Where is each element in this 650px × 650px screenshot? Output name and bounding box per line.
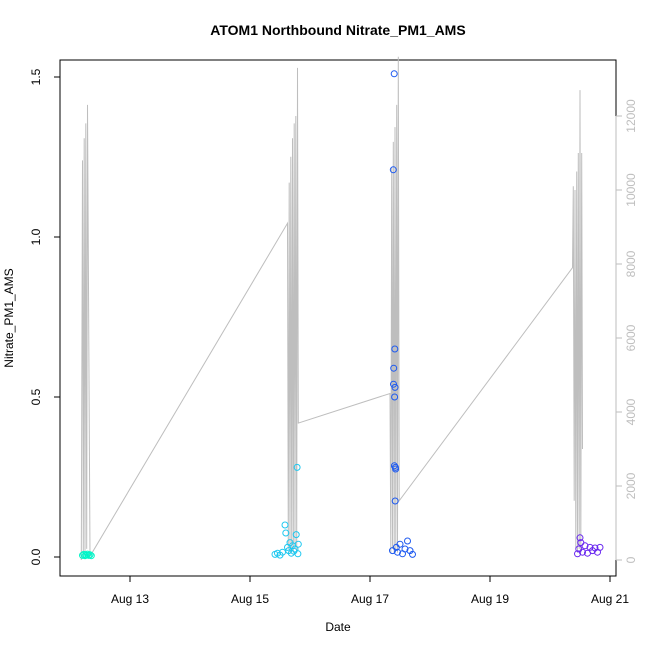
y-tick-label-3: 1.5	[29, 68, 43, 85]
data-point-s2-p8	[391, 383, 399, 391]
data-point-s2-p19	[409, 550, 416, 558]
data-point-s1-p4	[281, 521, 289, 529]
x-tick-label-4: Aug 21	[591, 592, 629, 606]
y2-tick-label-0: 0	[624, 556, 638, 563]
data-point-s2-p5	[390, 462, 398, 470]
y-tick-label-2: 1.0	[29, 228, 43, 245]
data-point-s3-p0	[574, 550, 581, 558]
data-point-s2-p17	[404, 537, 411, 545]
data-point-s2-p2	[390, 380, 397, 388]
data-point-s2-p3	[390, 364, 398, 372]
data-point-s1-p5	[282, 529, 290, 537]
x-axis-label: Date	[325, 620, 351, 634]
altitude-line	[80, 56, 583, 561]
x-axis: Aug 13 Aug 15 Aug 17 Aug 19 Aug 21	[111, 575, 629, 606]
data-point-s0-p6	[86, 551, 94, 559]
y2-tick-label-1: 2000	[624, 472, 638, 499]
data-point-s2-p16	[401, 545, 409, 553]
data-point-s3-p2	[576, 534, 584, 542]
data-point-s3-p11	[596, 543, 604, 551]
x-tick-label-1: Aug 15	[231, 592, 269, 606]
y2-tick-label-4: 8000	[624, 250, 638, 277]
y2-tick-label-3: 6000	[624, 324, 638, 351]
x-tick-label-3: Aug 19	[471, 592, 509, 606]
data-point-s1-p15	[294, 550, 302, 558]
altitude-line-layer	[80, 56, 583, 561]
data-point-s2-p11	[392, 465, 400, 473]
y-tick-label-1: 0.5	[29, 388, 43, 405]
data-point-s2-p13	[394, 548, 401, 556]
y-axis-label: Nitrate_PM1_AMS	[2, 268, 16, 367]
y-axis-right: 0 2000 4000 6000 8000 10000 12000	[615, 99, 638, 563]
data-point-s1-p16	[294, 540, 302, 548]
x-tick-label-0: Aug 13	[111, 592, 149, 606]
data-point-s2-p4	[390, 70, 398, 78]
x-tick-label-2: Aug 17	[351, 592, 389, 606]
data-point-s2-p14	[396, 540, 404, 548]
data-point-s1-p3	[279, 548, 286, 556]
points-layer	[79, 70, 604, 560]
y-axis-left: 0.0 0.5 1.0 1.5	[29, 68, 61, 565]
y2-tick-label-6: 12000	[624, 99, 638, 133]
data-point-s3-p4	[579, 548, 586, 556]
chart-title: ATOM1 Northbound Nitrate_PM1_AMS	[210, 22, 465, 38]
data-point-s2-p6	[391, 393, 399, 401]
data-point-s0-p7	[87, 552, 95, 560]
data-point-s2-p9	[391, 497, 399, 505]
data-point-s1-p14	[293, 463, 301, 471]
data-point-s0-p3	[82, 551, 90, 559]
y-tick-label-0: 0.0	[29, 548, 43, 565]
data-point-s2-p7	[391, 345, 399, 353]
y2-tick-label-5: 10000	[624, 173, 638, 207]
data-point-s3-p5	[581, 542, 589, 550]
data-point-s2-p1	[389, 166, 397, 174]
y2-tick-label-2: 4000	[624, 398, 638, 425]
data-point-s1-p13	[292, 531, 300, 539]
